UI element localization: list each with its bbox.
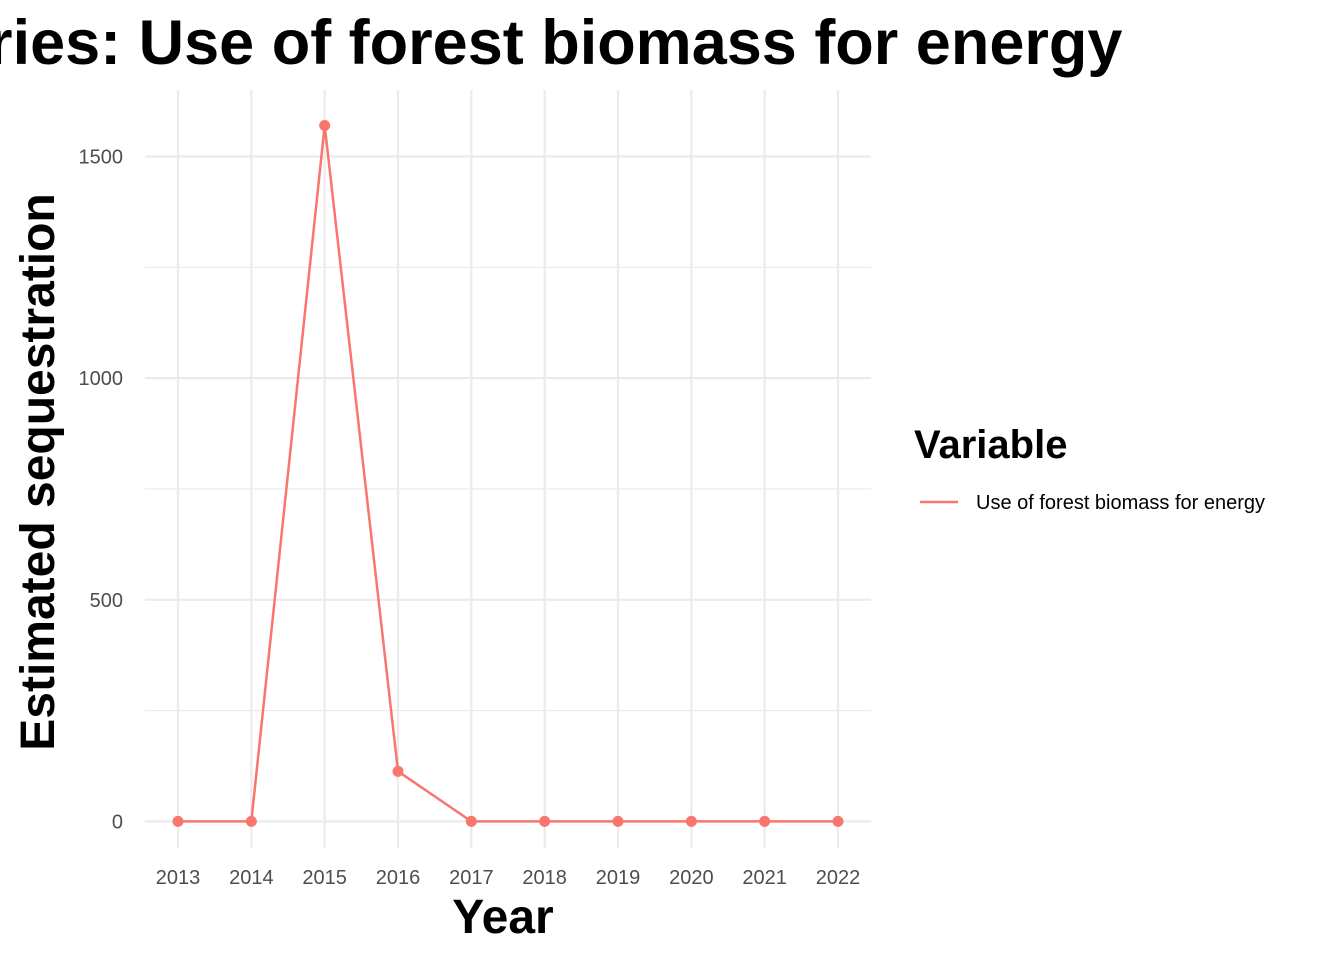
legend-items: Use of forest biomass for energy (920, 492, 1265, 514)
x-axis-title: Year (452, 891, 553, 944)
chart-title: Time Series: Use of forest biomass for e… (0, 8, 1122, 78)
data-point (392, 765, 404, 777)
x-tick-label: 2017 (449, 867, 494, 889)
data-point (759, 815, 771, 827)
legend-label: Use of forest biomass for energy (976, 492, 1265, 514)
data-point (539, 815, 551, 827)
x-tick-label: 2022 (816, 867, 861, 889)
data-point (172, 815, 184, 827)
y-tick-label: 0 (112, 811, 123, 833)
y-tick-label: 1500 (79, 146, 124, 168)
y-axis-title: Estimated sequestration (12, 193, 65, 750)
x-tick-label: 2019 (596, 867, 641, 889)
x-tick-label: 2015 (302, 867, 347, 889)
data-point (465, 815, 477, 827)
x-tick-label: 2018 (522, 867, 567, 889)
series-layer (172, 119, 844, 827)
data-point (319, 119, 331, 131)
data-point (832, 815, 844, 827)
y-tick-label: 1000 (79, 368, 124, 390)
y-axis-ticks: 0 500 1000 1500 (79, 146, 124, 833)
y-tick-label: 500 (90, 590, 123, 612)
grid (145, 90, 871, 848)
x-tick-label: 2013 (156, 867, 201, 889)
legend-title: Variable (914, 423, 1067, 467)
x-tick-label: 2014 (229, 867, 274, 889)
data-point (685, 815, 697, 827)
x-tick-label: 2020 (669, 867, 714, 889)
x-axis-ticks: 2013 2014 2015 2016 2017 2018 2019 2020 2021 2022 (156, 867, 861, 889)
series-line (178, 124, 838, 823)
data-point (245, 815, 257, 827)
legend: Variable Use of forest biomass for energ… (914, 423, 1265, 514)
x-tick-label: 2016 (376, 867, 421, 889)
data-point (612, 815, 624, 827)
x-tick-label: 2021 (742, 867, 787, 889)
